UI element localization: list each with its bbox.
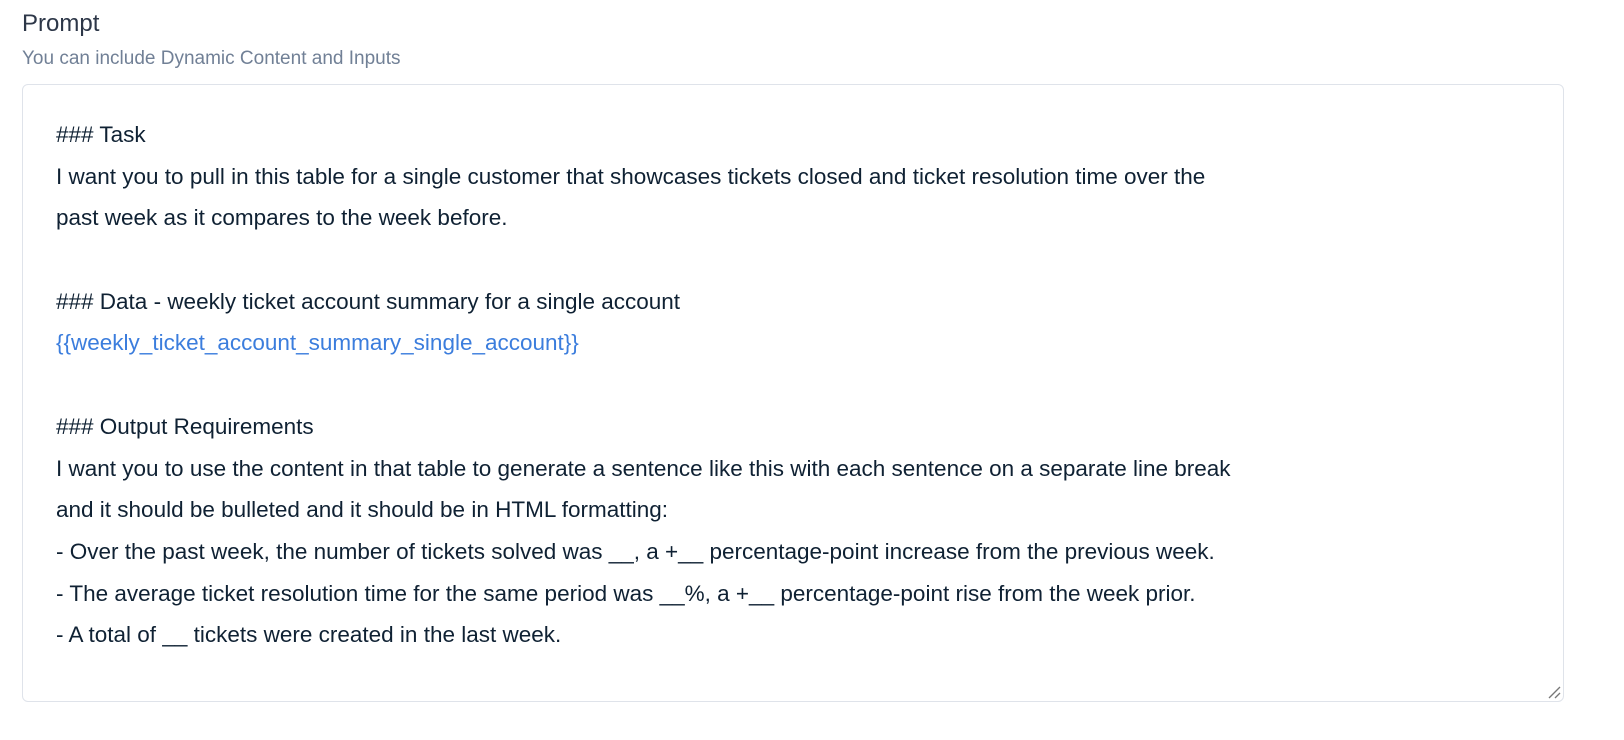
prompt-line: and it should be bulleted and it should … — [56, 497, 669, 523]
prompt-text[interactable]: ### Task I want you to pull in this table… — [56, 114, 1533, 656]
prompt-line: I want you to use the content in that ta… — [56, 455, 1231, 481]
prompt-line: ### Output Requirements — [56, 413, 314, 439]
prompt-line: - A total of __ tickets were created in … — [56, 622, 562, 648]
dynamic-variable[interactable]: {{weekly_ticket_account_summary_single_a… — [56, 330, 579, 356]
prompt-line: past week as it compares to the week bef… — [56, 205, 508, 231]
prompt-label: Prompt — [22, 10, 100, 37]
resize-handle-icon[interactable] — [1547, 685, 1561, 699]
prompt-line: - The average ticket resolution time for… — [56, 580, 1196, 606]
prompt-line: - Over the past week, the number of tick… — [56, 538, 1215, 564]
prompt-line: ### Task — [56, 122, 146, 147]
prompt-line: ### Data - weekly ticket account summary… — [56, 288, 681, 314]
blank-line — [56, 364, 1533, 406]
prompt-textarea[interactable]: ### Task I want you to pull in this table… — [22, 84, 1564, 702]
prompt-line: I want you to pull in this table for a s… — [56, 163, 1206, 189]
blank-line — [56, 239, 1533, 281]
prompt-hint: You can include Dynamic Content and Inpu… — [22, 48, 401, 69]
